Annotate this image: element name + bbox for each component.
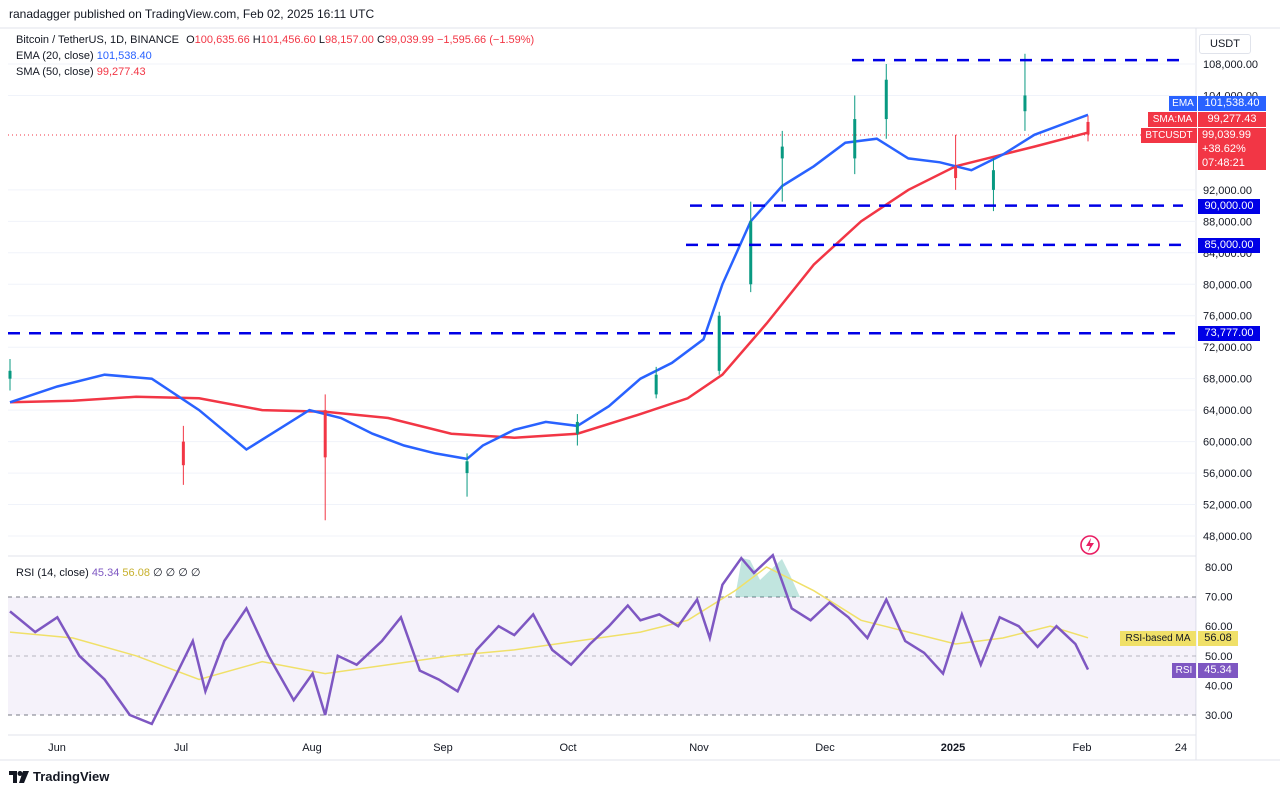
symbol-name[interactable]: Bitcoin / TetherUS, 1D, BINANCE xyxy=(16,34,180,46)
time-tick-label: Feb xyxy=(1073,742,1092,754)
price-tick-label: 64,000.00 xyxy=(1203,405,1252,417)
price-tick-label: 56,000.00 xyxy=(1203,468,1252,480)
time-tick-label: Jun xyxy=(48,742,66,754)
price-tick-label: 92,000.00 xyxy=(1203,185,1252,197)
price-grid xyxy=(8,63,1196,537)
time-tick-label: Dec xyxy=(815,742,835,754)
candle-body xyxy=(8,370,12,379)
candle-body xyxy=(575,421,579,434)
level-label-90000: 90,000.00 xyxy=(1198,199,1260,214)
low-value: 98,157.00 xyxy=(324,34,374,46)
close-value: 99,039.99 xyxy=(384,34,434,46)
rsi-ma-badge: 56.08 xyxy=(1198,631,1238,646)
open-value: 100,635.66 xyxy=(194,34,250,46)
tradingview-logo-icon xyxy=(9,770,29,783)
ema-line xyxy=(9,113,1089,461)
rsi-tag: RSI xyxy=(1172,663,1196,678)
rsi-legend[interactable]: RSI (14, close) 45.34 56.08 ∅ ∅ ∅ ∅ xyxy=(16,567,201,579)
high-value: 101,456.60 xyxy=(260,34,316,46)
price-tick-label: 88,000.00 xyxy=(1203,216,1252,228)
price-tick-label: 72,000.00 xyxy=(1203,342,1252,354)
ema-tag: EMA xyxy=(1169,96,1197,111)
level-label-73777: 73,777.00 xyxy=(1198,326,1260,341)
sma-legend[interactable]: SMA (50, close) 99,277.43 xyxy=(16,66,146,78)
rsi-tick-label: 80.00 xyxy=(1205,562,1233,574)
rsi-badge: 45.34 xyxy=(1198,663,1238,678)
rsi-tick-label: 40.00 xyxy=(1205,680,1233,692)
candle-body xyxy=(654,374,658,395)
symbol-price-badge: 99,039.99 +38.62% 07:48:21 xyxy=(1198,128,1266,170)
bar-countdown: 07:48:21 xyxy=(1202,157,1245,169)
sma-line xyxy=(9,131,1089,439)
time-tick-label: 2025 xyxy=(941,742,965,754)
price-tick-label: 108,000.00 xyxy=(1203,59,1258,71)
alert-icon[interactable] xyxy=(1080,535,1100,555)
price-tick-label: 76,000.00 xyxy=(1203,311,1252,323)
ema-price-badge: 101,538.40 xyxy=(1198,96,1266,111)
symbol-tag: BTCUSDT xyxy=(1141,128,1197,143)
candle-body xyxy=(1086,121,1090,135)
change-value: −1,595.66 (−1.59%) xyxy=(436,34,535,46)
candles xyxy=(8,53,1090,521)
levels xyxy=(8,58,1183,335)
time-tick-label: Jul xyxy=(174,742,188,754)
symbol-change: +38.62% xyxy=(1202,143,1246,155)
candle-body xyxy=(323,410,327,458)
time-tick-label: Aug xyxy=(302,742,322,754)
rsi-tick-label: 70.00 xyxy=(1205,592,1233,604)
price-tick-label: 68,000.00 xyxy=(1203,374,1252,386)
tradingview-logo[interactable]: TradingView xyxy=(9,769,109,784)
time-tick-label: Sep xyxy=(433,742,453,754)
candle-body xyxy=(749,221,753,285)
published-by: ranadagger published on TradingView.com,… xyxy=(9,7,375,21)
price-tick-label: 80,000.00 xyxy=(1203,279,1252,291)
sma-tag: SMA:MA xyxy=(1148,112,1197,127)
price-tick-label: 48,000.00 xyxy=(1203,531,1252,543)
symbol-legend: Bitcoin / TetherUS, 1D, BINANCE O100,635… xyxy=(16,34,535,78)
rsi-line xyxy=(9,552,1090,726)
candle-body xyxy=(1023,95,1027,112)
price-tick-label: 60,000.00 xyxy=(1203,437,1252,449)
rsi-tick-label: 50.00 xyxy=(1205,651,1233,663)
candle-body xyxy=(991,170,995,190)
level-label-85000: 85,000.00 xyxy=(1198,238,1260,253)
candle-body xyxy=(181,441,185,466)
candle-body xyxy=(717,315,721,371)
ema-legend[interactable]: EMA (20, close) 101,538.40 xyxy=(16,50,152,62)
rsi-tick-label: 30.00 xyxy=(1205,710,1233,722)
candle-body xyxy=(884,79,888,120)
candle-body xyxy=(853,119,857,159)
rsi-tick-label: 60.00 xyxy=(1205,621,1233,633)
candle-body xyxy=(954,166,958,179)
time-tick-label: 24 xyxy=(1175,742,1187,754)
currency-selector[interactable]: USDT xyxy=(1199,34,1251,54)
time-tick-label: Nov xyxy=(689,742,709,754)
rsi-ma-tag: RSI-based MA xyxy=(1120,631,1196,646)
symbol-price: 99,039.99 xyxy=(1202,129,1251,141)
rsi-ma-line xyxy=(9,566,1089,681)
candle-body xyxy=(465,461,469,474)
sma-price-badge: 99,277.43 xyxy=(1198,112,1266,127)
time-tick-label: Oct xyxy=(559,742,576,754)
time-axis: Jun Jul Aug Sep Oct Nov Dec 2025 Feb 24 xyxy=(48,742,1187,754)
candle-body xyxy=(780,146,784,159)
rsi-axis: 30.00 40.00 50.00 60.00 70.00 80.00 xyxy=(1205,562,1233,722)
price-tick-label: 52,000.00 xyxy=(1203,500,1252,512)
